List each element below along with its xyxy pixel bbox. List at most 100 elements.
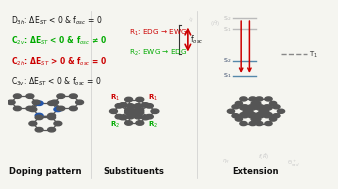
Circle shape: [35, 101, 43, 105]
Circle shape: [57, 94, 65, 98]
Text: Doping pattern: Doping pattern: [9, 167, 81, 177]
Circle shape: [257, 105, 264, 109]
Circle shape: [273, 105, 280, 109]
Circle shape: [249, 97, 256, 101]
Text: $f(\hat{R})$: $f(\hat{R})$: [259, 152, 270, 162]
Circle shape: [264, 105, 271, 109]
Circle shape: [240, 122, 247, 126]
Circle shape: [69, 94, 77, 98]
Circle shape: [248, 105, 255, 109]
Circle shape: [48, 113, 55, 118]
Circle shape: [240, 106, 247, 110]
Circle shape: [269, 101, 277, 105]
Circle shape: [262, 109, 269, 113]
Text: D$_{3h}$: ΔE$_{ST}$ < 0 & f$_{osc}$ = 0: D$_{3h}$: ΔE$_{ST}$ < 0 & f$_{osc}$ = 0: [11, 14, 102, 27]
Circle shape: [136, 97, 144, 102]
Circle shape: [48, 101, 55, 105]
Circle shape: [249, 122, 256, 126]
Circle shape: [115, 114, 123, 119]
Text: Substituents: Substituents: [104, 167, 165, 177]
Circle shape: [14, 94, 21, 98]
Circle shape: [136, 110, 144, 114]
Text: S$_2$: S$_2$: [223, 57, 231, 65]
Text: T$_1$: T$_1$: [309, 49, 318, 60]
Circle shape: [134, 114, 142, 119]
Circle shape: [35, 127, 43, 132]
Circle shape: [269, 117, 277, 121]
Text: R$_2$: R$_2$: [110, 119, 120, 130]
Circle shape: [256, 106, 263, 110]
Circle shape: [257, 114, 264, 118]
Circle shape: [69, 106, 77, 111]
Circle shape: [119, 115, 127, 120]
Text: S$_2$: S$_2$: [223, 14, 231, 23]
Circle shape: [125, 121, 132, 125]
Text: $\Theta^+_{rad}$: $\Theta^+_{rad}$: [287, 158, 300, 169]
Circle shape: [145, 114, 153, 119]
Text: R$_2$: R$_2$: [148, 119, 159, 130]
Circle shape: [125, 97, 132, 102]
Circle shape: [265, 97, 272, 101]
Circle shape: [249, 106, 256, 110]
Circle shape: [35, 113, 43, 118]
Text: f$_{osc}$: f$_{osc}$: [190, 33, 204, 46]
Circle shape: [265, 122, 272, 126]
Circle shape: [115, 104, 123, 108]
Circle shape: [54, 121, 62, 126]
Circle shape: [248, 114, 255, 118]
Text: R$_1$: R$_1$: [148, 93, 158, 103]
Text: $\hat{v}$: $\hat{v}$: [188, 15, 195, 25]
Circle shape: [254, 117, 261, 121]
Circle shape: [119, 103, 127, 107]
Text: $\eta_q$: $\eta_q$: [222, 158, 230, 167]
Circle shape: [232, 114, 239, 118]
Circle shape: [136, 108, 144, 113]
Text: C$_{2v}$: ΔE$_{ST}$ < 0 & f$_{osc}$ ≠ 0: C$_{2v}$: ΔE$_{ST}$ < 0 & f$_{osc}$ ≠ 0: [11, 35, 107, 47]
Circle shape: [29, 121, 37, 126]
Circle shape: [57, 106, 65, 111]
Circle shape: [14, 106, 21, 111]
Circle shape: [7, 100, 15, 105]
Circle shape: [251, 117, 258, 121]
Circle shape: [142, 115, 149, 120]
Circle shape: [129, 109, 137, 114]
Text: R$_2$: EWG → EDG: R$_2$: EWG → EDG: [129, 48, 188, 58]
Circle shape: [265, 113, 272, 117]
Circle shape: [142, 103, 149, 107]
Circle shape: [251, 101, 258, 105]
Circle shape: [136, 121, 144, 125]
Circle shape: [259, 109, 266, 113]
Circle shape: [243, 109, 250, 113]
Circle shape: [241, 114, 248, 118]
Circle shape: [35, 115, 43, 120]
Circle shape: [29, 107, 37, 112]
Circle shape: [265, 106, 272, 110]
Circle shape: [273, 114, 280, 118]
Text: S$_1$: S$_1$: [223, 25, 231, 34]
Circle shape: [246, 109, 253, 113]
Circle shape: [26, 94, 34, 98]
Circle shape: [48, 115, 55, 120]
Circle shape: [125, 110, 132, 114]
Circle shape: [126, 104, 134, 108]
Circle shape: [26, 106, 34, 111]
Circle shape: [232, 105, 239, 109]
Circle shape: [264, 114, 271, 118]
Circle shape: [240, 97, 247, 101]
Text: R$_1$: R$_1$: [110, 93, 120, 103]
Circle shape: [256, 97, 263, 101]
Circle shape: [241, 105, 248, 109]
Circle shape: [256, 113, 263, 117]
Circle shape: [110, 109, 117, 114]
Circle shape: [151, 109, 159, 114]
Circle shape: [126, 114, 134, 119]
Circle shape: [254, 101, 261, 105]
Circle shape: [76, 100, 83, 105]
Text: Extension: Extension: [233, 167, 279, 177]
Text: R$_1$: EDG → EWG: R$_1$: EDG → EWG: [129, 27, 188, 38]
Text: $(\hat{H})$: $(\hat{H})$: [210, 18, 220, 29]
Text: S$_1$: S$_1$: [223, 71, 231, 80]
Circle shape: [125, 108, 132, 113]
Circle shape: [256, 122, 263, 126]
Circle shape: [145, 104, 153, 108]
